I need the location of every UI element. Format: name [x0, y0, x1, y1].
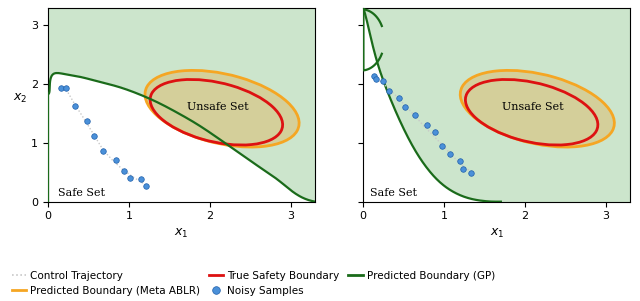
Point	[369, 74, 380, 79]
Polygon shape	[364, 8, 501, 202]
Point	[70, 103, 81, 108]
Point	[445, 151, 455, 156]
Legend: Control Trajectory, Predicted Boundary (Meta ABLR), True Safety Boundary, Noisy : Control Trajectory, Predicted Boundary (…	[12, 271, 495, 296]
X-axis label: $x_1$: $x_1$	[490, 227, 504, 240]
Point	[111, 158, 121, 163]
X-axis label: $x_1$: $x_1$	[174, 227, 189, 240]
Y-axis label: $x_2$: $x_2$	[13, 92, 28, 105]
Text: Safe Set: Safe Set	[58, 188, 105, 198]
Point	[458, 166, 468, 171]
Point	[454, 159, 465, 163]
Point	[410, 113, 420, 118]
Point	[422, 123, 433, 128]
Point	[56, 85, 67, 90]
Text: Unsafe Set: Unsafe Set	[188, 102, 249, 113]
Point	[378, 79, 388, 84]
Point	[119, 168, 129, 173]
Point	[60, 86, 70, 91]
Point	[430, 129, 440, 134]
Point	[125, 175, 136, 180]
Point	[371, 77, 381, 82]
Point	[436, 143, 447, 148]
Polygon shape	[48, 73, 315, 202]
Ellipse shape	[460, 70, 614, 147]
Text: Unsafe Set: Unsafe Set	[502, 102, 564, 113]
Point	[384, 88, 394, 93]
Point	[141, 183, 151, 188]
Point	[466, 170, 476, 175]
Point	[88, 134, 99, 138]
Point	[394, 96, 404, 101]
Point	[81, 118, 92, 123]
Point	[136, 176, 146, 181]
Ellipse shape	[145, 70, 299, 147]
Point	[97, 149, 108, 154]
Point	[399, 105, 410, 110]
Text: Safe Set: Safe Set	[370, 188, 417, 198]
